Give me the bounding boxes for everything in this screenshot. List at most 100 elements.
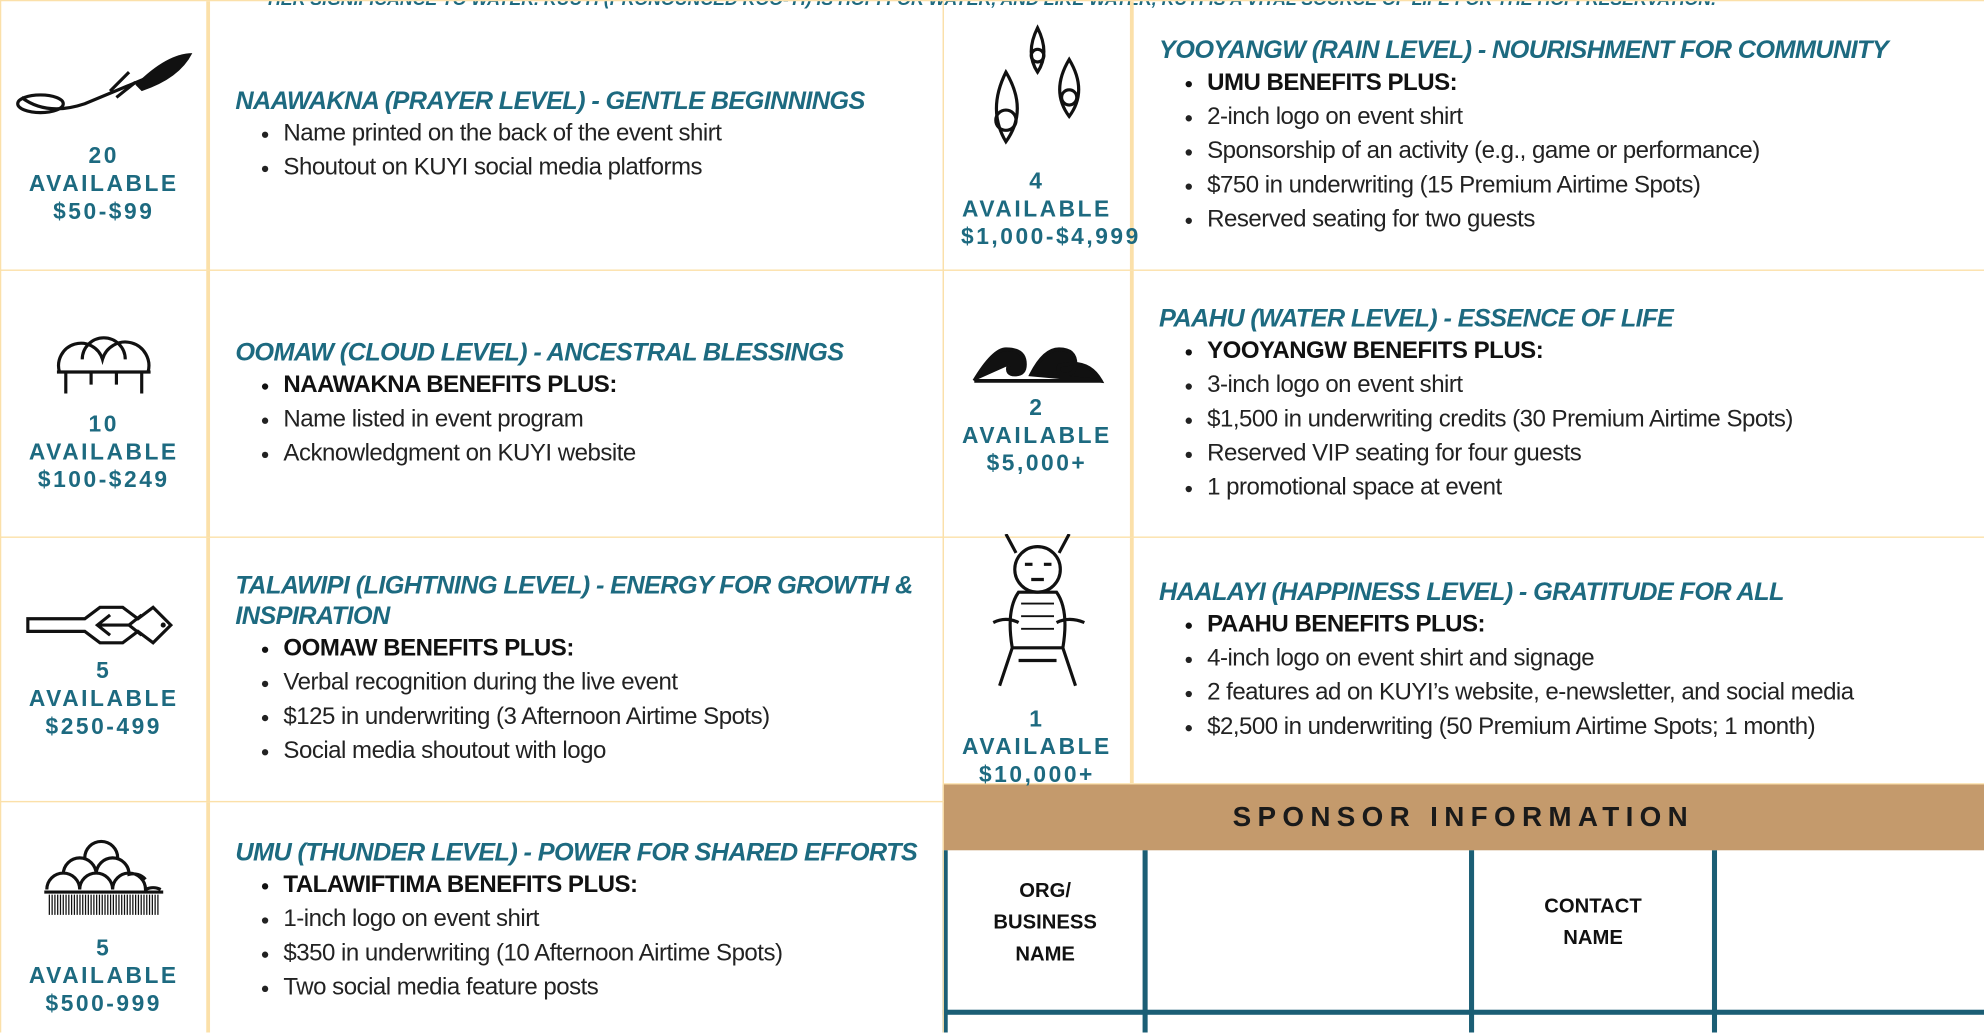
tier-title: HAALAYI (HAPPINESS LEVEL) - GRATITUDE FO… [1159,578,1784,607]
benefit: Verbal recognition during the live event [283,666,922,700]
tier-cell: 2 AVAILABLE $5,000+ PAAHU (WATER LEVEL) - E… [942,269,1984,538]
tier-price: $100-$249 [37,466,170,492]
tier-cell: 5 AVAILABLE $250-499 TALAWIPI (LIGHTNING LE… [0,536,944,803]
tier-icon [34,826,173,934]
benefit: $350 in underwriting (10 Afternoon Airti… [283,936,922,970]
tier-count: 10 [88,410,119,436]
form-line [942,850,948,1033]
tier-available: AVAILABLE [28,170,179,196]
benefit: Social media shoutout with logo [283,734,922,768]
icon [44,839,164,915]
benefit: 1-inch logo on event shirt [283,902,922,936]
tier-icon [980,21,1094,167]
benefit-list: Name printed on the back of the event sh… [235,116,922,184]
benefit: Reserved VIP seating for four guests [1207,436,1971,470]
benefit: 2 features ad on KUYI’s website, e-newsl… [1207,676,1971,710]
tier-available: AVAILABLE [28,438,179,464]
tier-text: YOOYANGW (RAIN LEVEL) - NOURISHMENT FOR … [1134,1,1984,269]
tier-price: $250-499 [45,713,162,739]
tier-title: OOMAW (CLOUD LEVEL) - ANCESTRAL BLESSING… [235,338,844,367]
benefit-list: UMU BENEFITS PLUS:2-inch logo on event s… [1159,65,1971,236]
benefit-list: OOMAW BENEFITS PLUS:Verbal recognition d… [235,631,922,768]
tier-count: 1 [1029,705,1045,731]
tier-info: 2 AVAILABLE $5,000+ [944,270,1134,537]
benefit-lead: NAAWAKNA BENEFITS PLUS: [283,368,922,402]
tier-available: AVAILABLE [962,195,1112,221]
sponsor-info-title: SPONSOR INFORMATION [1232,800,1695,833]
form-line [1469,850,1475,1033]
tier-cell: 20 AVAILABLE $50-$99 NAAWAKNA (PRAYER LEVEL… [0,0,944,271]
benefit-list: PAAHU BENEFITS PLUS:4-inch logo on event… [1159,607,1971,744]
tier-info: 5 AVAILABLE $500-999 [1,802,211,1033]
tier-icon [967,532,1106,704]
tier-info: 20 AVAILABLE $50-$99 [1,1,211,270]
tier-count: 5 [96,657,112,683]
icon [991,532,1085,686]
icon [993,23,1080,144]
benefit: Sponsorship of an activity (e.g., game o… [1207,133,1971,167]
tier-count: 20 [88,142,119,168]
benefit: $2,500 in underwriting (50 Premium Airti… [1207,710,1971,744]
benefit-lead: OOMAW BENEFITS PLUS: [283,631,922,665]
tier-icon [967,330,1106,393]
benefit: 1 promotional space at event [1207,470,1971,504]
tier-title: PAAHU (WATER LEVEL) - ESSENCE OF LIFE [1159,304,1674,333]
form-line [1142,850,1148,1033]
tier-text: HAALAYI (HAPPINESS LEVEL) - GRATITUDE FO… [1134,538,1984,783]
icon [26,604,174,645]
benefit: 2-inch logo on event shirt [1207,99,1971,133]
sponsor-info-header: SPONSOR INFORMATION [942,784,1984,851]
benefit: $125 in underwriting (3 Afternoon Airtim… [283,700,922,734]
tier-info: 5 AVAILABLE $250-499 [1,537,211,801]
tier-info: 4 AVAILABLE $1,000-$4,999 [944,1,1138,270]
tier-title: UMU (THUNDER LEVEL) - POWER FOR SHARED E… [235,838,918,867]
tier-text: OOMAW (CLOUD LEVEL) - ANCESTRAL BLESSING… [210,271,943,537]
benefit-lead: YOOYANGW BENEFITS PLUS: [1207,333,1971,367]
benefit-list: TALAWIFTIMA BENEFITS PLUS:1-inch logo on… [235,868,922,1005]
tier-available: AVAILABLE [962,422,1112,448]
tier-cell: 5 AVAILABLE $500-999 UMU (THUNDER LEVEL) - … [0,800,944,1033]
benefit: Reserved seating for two guests [1207,202,1971,236]
benefit: 3-inch logo on event shirt [1207,368,1971,402]
tier-title: YOOYANGW (RAIN LEVEL) - NOURISHMENT FOR … [1159,36,1889,64]
tier-available: AVAILABLE [28,962,179,988]
tier-text: UMU (THUNDER LEVEL) - POWER FOR SHARED E… [210,802,943,1032]
tier-count: 2 [1029,394,1045,421]
tier-text: TALAWIPI (LIGHTNING LEVEL) - ENERGY FOR … [210,538,943,801]
tier-cell: 1 AVAILABLE $10,000+ HAALAYI (HAPPINESS LEV… [942,532,1984,786]
icon [16,52,193,114]
form-line [942,1009,1984,1015]
tier-text: NAAWAKNA (PRAYER LEVEL) - GENTLE BEGINNI… [210,1,943,269]
header-text: HER SIGNIFICANCE TO WATER. KUUYI (PRONOU… [0,0,1984,9]
benefit: Shoutout on KUYI social media platforms [283,151,922,185]
benefit-list: NAAWAKNA BENEFITS PLUS:Name listed in ev… [235,368,922,470]
tier-icon [22,599,186,656]
benefit-lead: TALAWIFTIMA BENEFITS PLUS: [283,868,922,902]
tier-cell: 10 AVAILABLE $100-$249 OOMAW (CLOUD LEVEL) … [0,269,944,538]
tier-info: 10 AVAILABLE $100-$249 [1,270,211,537]
tier-title: NAAWAKNA (PRAYER LEVEL) - GENTLE BEGINNI… [235,87,865,116]
benefit: Name listed in event program [283,402,922,436]
tier-text: PAAHU (WATER LEVEL) - ESSENCE OF LIFEYOO… [1134,271,1984,537]
form-label-text: ORG/ BUSINESS NAME [993,880,1097,966]
icon [56,335,151,393]
tier-price: $10,000+ [978,761,1095,787]
form-label-text: CONTACT NAME [1544,895,1642,949]
tier-icon [47,314,161,409]
benefit: Two social media feature posts [283,970,922,1004]
benefit: $1,500 in underwriting credits (30 Premi… [1207,402,1971,436]
tier-price: $50-$99 [53,198,155,224]
benefit: Name printed on the back of the event sh… [283,116,922,150]
tier-count: 5 [96,934,112,960]
form-label: ORG/ BUSINESS NAME [948,876,1143,971]
benefit: Acknowledgment on KUYI website [283,436,922,470]
form-label: CONTACT NAME [1474,891,1712,954]
benefit-list: YOOYANGW BENEFITS PLUS:3-inch logo on ev… [1159,333,1971,504]
tier-info: 1 AVAILABLE $10,000+ [944,532,1134,786]
icon [972,347,1104,384]
tier-icon [9,46,199,141]
benefit-lead: PAAHU BENEFITS PLUS: [1207,607,1971,641]
tier-count: 4 [1029,167,1045,193]
